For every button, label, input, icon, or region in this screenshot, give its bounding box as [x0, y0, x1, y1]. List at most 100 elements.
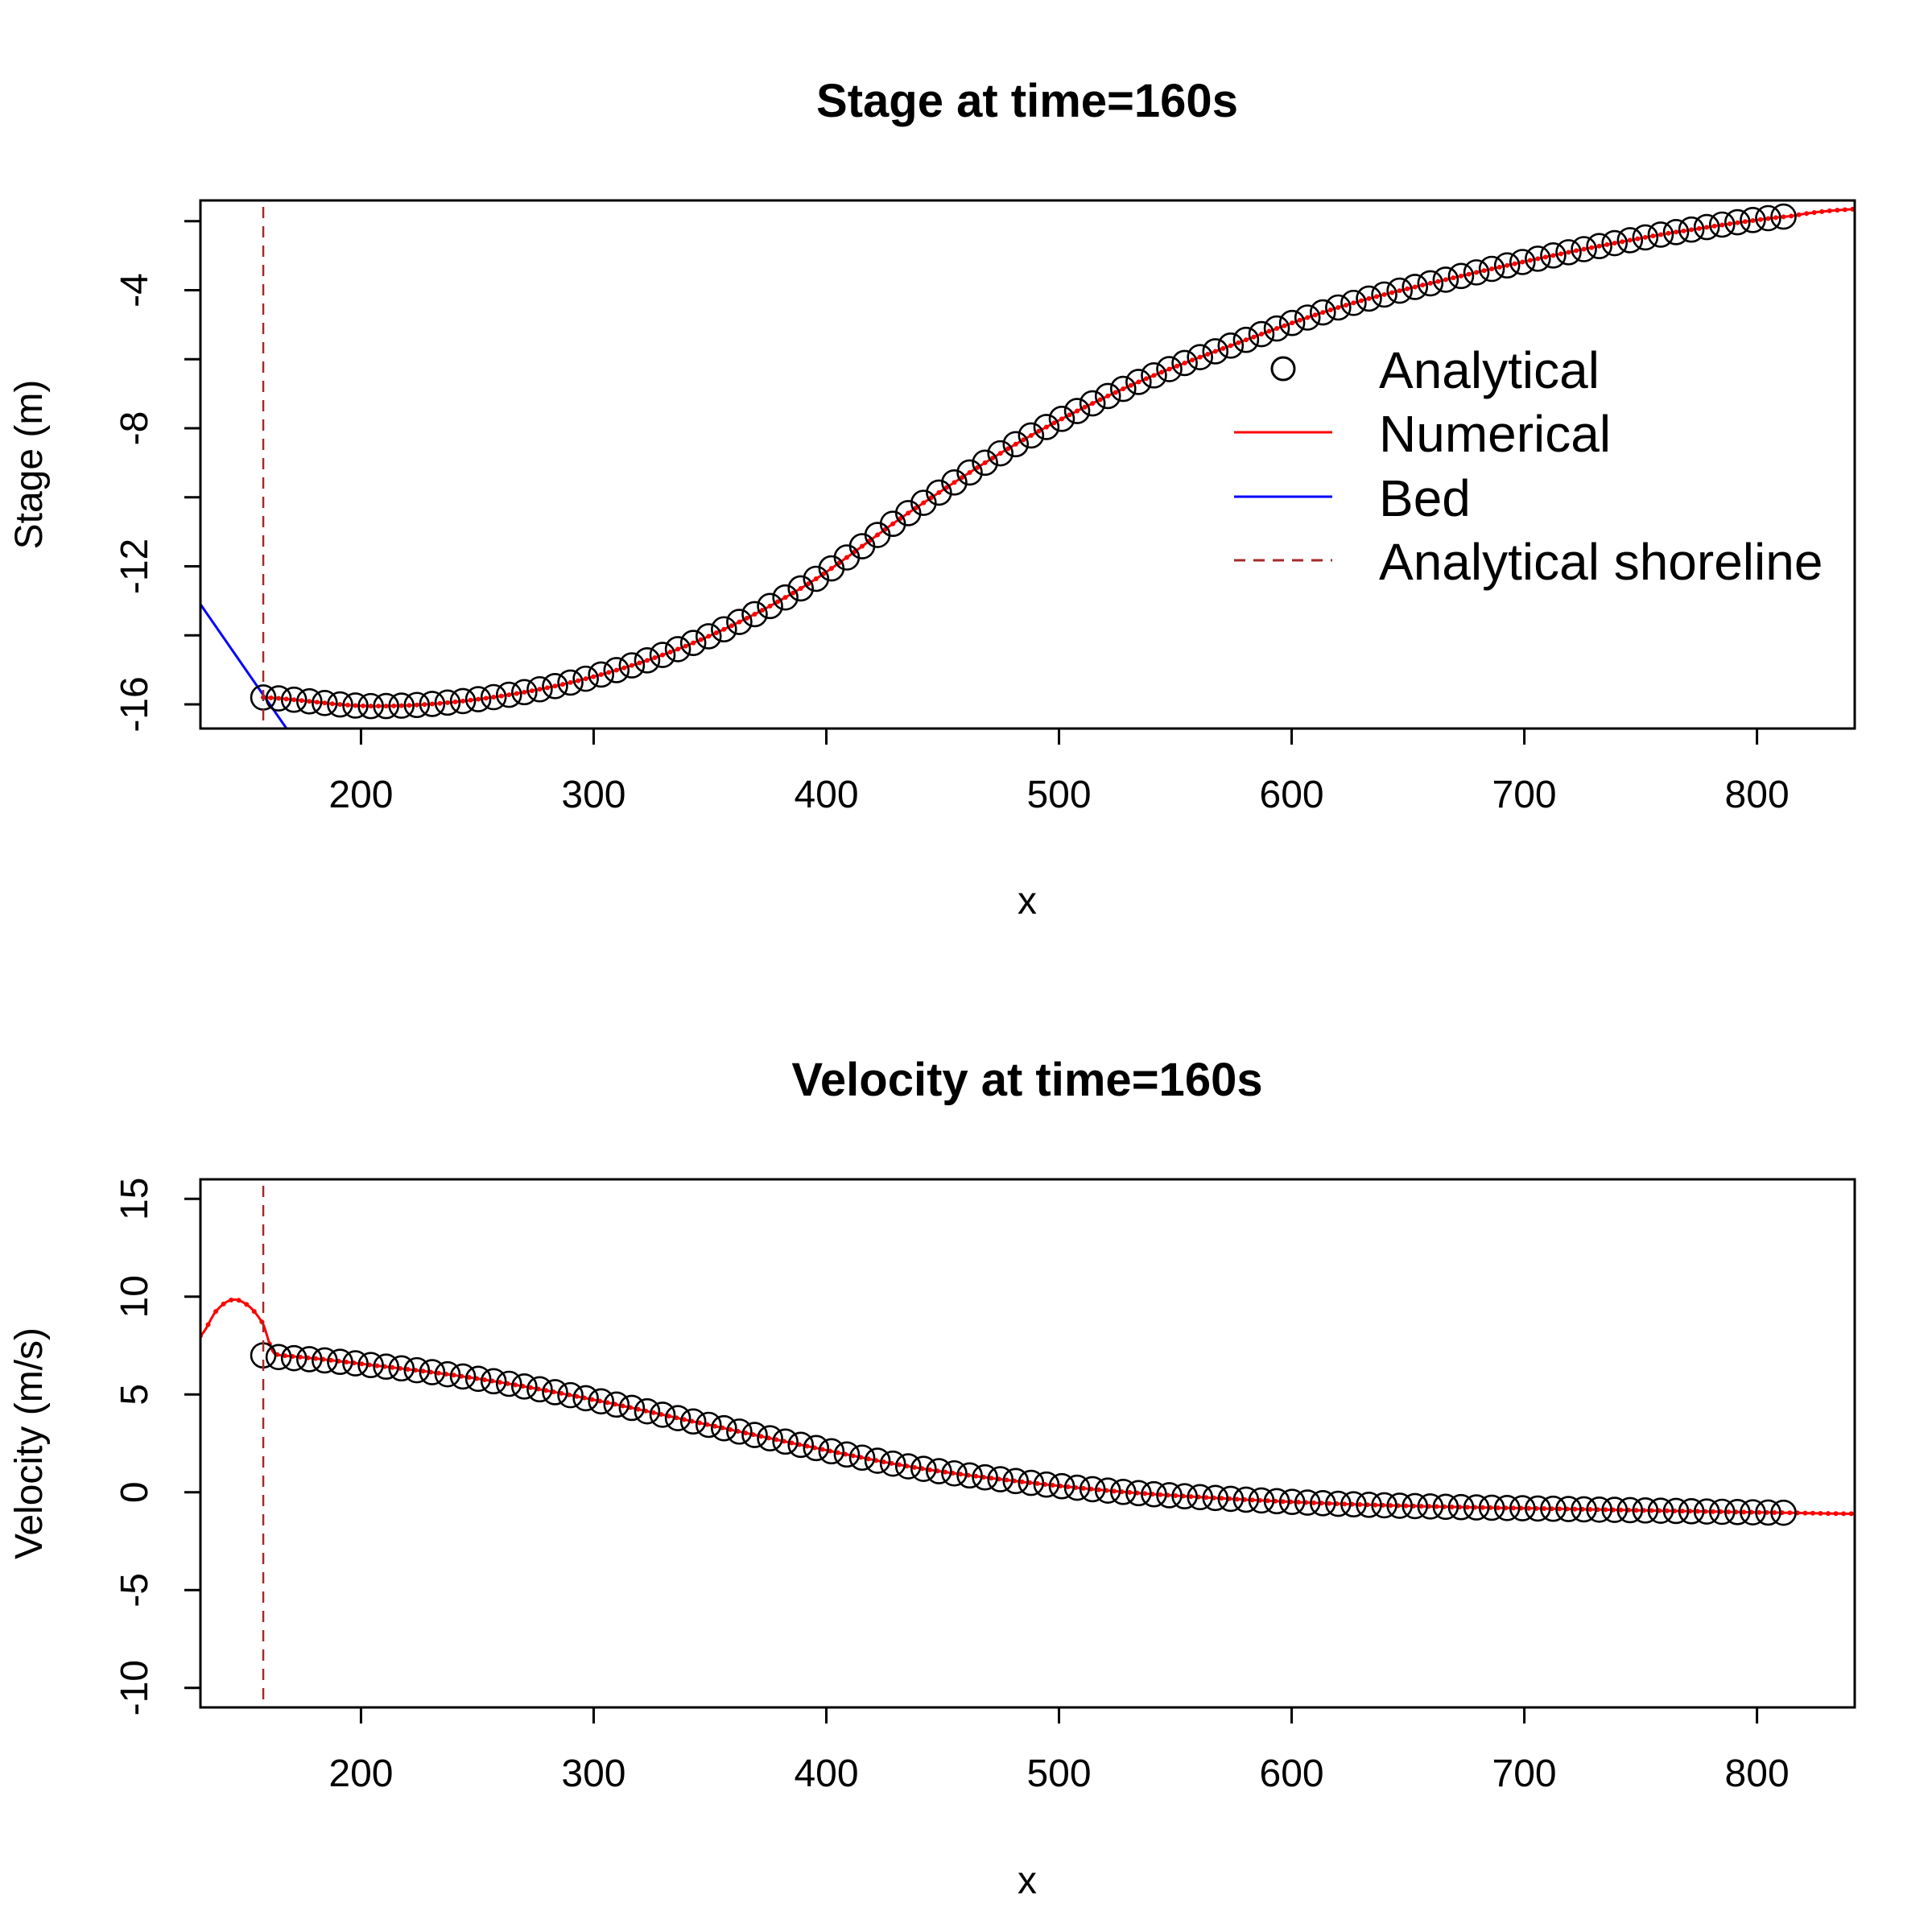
- stage-analytical-point: [1432, 266, 1459, 293]
- stage-numerical-point: [729, 623, 734, 629]
- velocity-numerical-point: [513, 1382, 518, 1388]
- velocity-numerical-point: [819, 1447, 825, 1452]
- velocity-analytical-point: [265, 1344, 292, 1371]
- stage-analytical-point: [1356, 285, 1382, 312]
- stage-numerical-point: [1036, 428, 1042, 434]
- stage-numerical-point: [1274, 326, 1280, 332]
- velocity-numerical-point: [943, 1469, 948, 1475]
- stage-analytical-point: [1555, 239, 1582, 266]
- velocity-analytical-point: [1325, 1490, 1352, 1517]
- velocity-numerical-point: [1173, 1492, 1179, 1498]
- stage-numerical-point: [422, 702, 427, 708]
- velocity-x-tick-label: 800: [1725, 1752, 1790, 1795]
- stage-panel: Stage at time=160s x Stage (m) 200 300 400…: [8, 75, 1856, 923]
- velocity-analytical-point: [419, 1359, 446, 1385]
- stage-numerical-point: [1604, 242, 1610, 247]
- stage-numerical-point: [361, 703, 366, 708]
- velocity-numerical-point: [1373, 1502, 1378, 1508]
- stage-numerical-point: [713, 630, 719, 636]
- stage-analytical-point: [1033, 414, 1060, 440]
- stage-analytical-point: [711, 616, 737, 643]
- stage-numerical-point: [752, 611, 758, 617]
- velocity-numerical-point: [297, 1354, 303, 1360]
- velocity-analytical-point: [1678, 1498, 1705, 1525]
- stage-numerical-point: [1405, 286, 1410, 291]
- velocity-numerical-point: [1112, 1488, 1117, 1494]
- velocity-analytical-point: [634, 1397, 661, 1425]
- stage-analytical-point: [1232, 326, 1260, 353]
- stage-numerical-point: [1727, 221, 1732, 227]
- velocity-numerical-point: [1510, 1505, 1516, 1511]
- stage-analytical-point: [1417, 270, 1444, 297]
- stage-numerical-point: [376, 704, 382, 709]
- stage-analytical-point: [1325, 294, 1352, 321]
- velocity-analytical-point: [1601, 1496, 1629, 1523]
- velocity-analytical-point: [1294, 1489, 1321, 1516]
- stage-analytical-point: [741, 601, 768, 628]
- velocity-analytical-point: [1770, 1499, 1797, 1526]
- stage-analytical-point: [1447, 262, 1475, 290]
- velocity-numerical-point: [213, 1309, 219, 1315]
- stage-analytical-point: [295, 687, 323, 715]
- velocity-numerical-point: [912, 1464, 918, 1470]
- velocity-analytical-point: [1079, 1476, 1106, 1503]
- stage-analytical-point: [1171, 349, 1198, 377]
- velocity-analytical-point: [1647, 1497, 1674, 1524]
- stage-analytical-point: [1571, 236, 1597, 262]
- velocity-analytical-point: [787, 1431, 814, 1459]
- velocity-numerical-point: [282, 1353, 287, 1359]
- stage-numerical-point: [1674, 229, 1679, 235]
- stage-analytical-point: [1309, 299, 1336, 326]
- velocity-analytical-point: [1278, 1488, 1306, 1516]
- stage-numerical-point: [1374, 294, 1380, 299]
- stage-numerical-point: [621, 665, 627, 671]
- legend-analytical-label: Analytical: [1379, 341, 1600, 399]
- velocity-numerical-point: [1710, 1509, 1715, 1514]
- velocity-numerical-point: [528, 1385, 534, 1390]
- stage-analytical-point: [1217, 332, 1245, 359]
- stage-numerical-point: [1650, 233, 1656, 239]
- stage-numerical-point: [683, 643, 688, 649]
- velocity-analytical-point: [1094, 1477, 1121, 1504]
- stage-numerical-point: [1258, 332, 1264, 337]
- velocity-analytical-point: [956, 1462, 983, 1489]
- velocity-y-axis-title: Velocity (m/s): [8, 1327, 51, 1559]
- velocity-numerical-point: [1311, 1500, 1317, 1505]
- velocity-analytical-point: [295, 1346, 323, 1373]
- velocity-analytical-point: [1217, 1485, 1245, 1513]
- stage-numerical-point: [1711, 223, 1717, 229]
- velocity-y-axis: -10 -5 0 5 10 15: [114, 1178, 202, 1715]
- velocity-numerical-point: [605, 1400, 610, 1406]
- stage-numerical-point: [1666, 230, 1671, 236]
- velocity-numerical-point: [1726, 1509, 1732, 1515]
- velocity-y-tick-label: 10: [114, 1275, 156, 1318]
- velocity-analytical-point: [1018, 1469, 1045, 1496]
- velocity-numerical-point: [1295, 1500, 1301, 1505]
- stage-numerical-point: [1381, 291, 1387, 297]
- velocity-numerical-point: [1618, 1507, 1624, 1513]
- velocity-numerical-point: [635, 1406, 641, 1412]
- stage-numerical-point: [1312, 312, 1318, 318]
- velocity-panel: Velocity at time=160s x Velocity (m/s) 2…: [8, 1054, 1856, 1902]
- velocity-numerical-point: [1649, 1508, 1654, 1513]
- stage-analytical-point: [1740, 207, 1766, 233]
- stage-x-tick-label: 200: [328, 774, 393, 816]
- stage-numerical-point: [283, 696, 289, 702]
- stage-numerical-point: [1735, 220, 1740, 225]
- velocity-numerical-point: [728, 1426, 733, 1432]
- legend-bed-label: Bed: [1379, 469, 1471, 527]
- velocity-analytical-point: [480, 1368, 507, 1395]
- stage-numerical-point: [1205, 352, 1211, 357]
- stage-numerical-point: [637, 660, 642, 666]
- stage-numerical-point: [913, 506, 919, 511]
- velocity-numerical-point: [559, 1390, 564, 1396]
- velocity-chart-title: Velocity at time=160s: [791, 1054, 1262, 1106]
- velocity-numerical-point: [1034, 1480, 1040, 1486]
- stage-analytical-point: [511, 679, 538, 706]
- stage-analytical-point: [1632, 224, 1659, 251]
- stage-analytical-point: [542, 672, 568, 700]
- velocity-numerical-point: [1695, 1509, 1700, 1514]
- velocity-analytical-point: [1002, 1468, 1030, 1495]
- stage-numerical-point: [1435, 279, 1441, 284]
- stage-analytical-point: [664, 636, 691, 663]
